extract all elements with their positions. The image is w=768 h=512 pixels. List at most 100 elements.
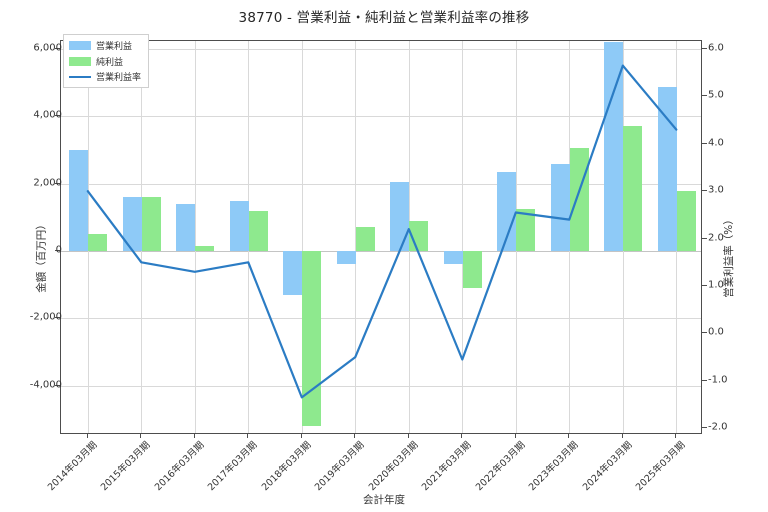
operating-margin-line — [86, 64, 678, 399]
x-axis-tick-label: 2014年03月期 — [45, 439, 100, 494]
right-axis-tick-label: 0.0 — [708, 326, 724, 338]
tick-mark-right — [702, 48, 707, 49]
tick-mark-x — [568, 434, 570, 438]
bar-net-profit — [676, 191, 696, 251]
right-axis-tick-label: 4.0 — [708, 137, 724, 149]
tick-mark-x — [407, 434, 409, 438]
left-axis-title: 金額（百万円） — [35, 219, 48, 293]
tick-mark-right — [702, 427, 707, 429]
tick-mark-left — [55, 317, 60, 319]
right-axis-tick-label: 5.0 — [708, 89, 724, 101]
x-axis-tick-label: 2025年03月期 — [634, 439, 688, 494]
tick-mark-x — [300, 434, 302, 438]
plot-area — [60, 40, 702, 434]
right-axis-tick-label: 1.0 — [708, 279, 724, 291]
bar-net-profit — [355, 227, 375, 251]
x-axis-tick-label: 2024年03月期 — [580, 439, 635, 494]
tick-mark-x — [461, 434, 463, 438]
bar-operating-profit — [122, 197, 142, 251]
legend-item[interactable]: 営業利益 — [69, 39, 141, 52]
right-axis-tick-label: -1.0 — [708, 374, 728, 386]
tick-mark-left — [55, 250, 60, 251]
x-axis-tick-label: 2021年03月期 — [420, 439, 474, 494]
bar-net-profit — [195, 245, 215, 251]
chart-legend: 営業利益純利益営業利益率 — [63, 34, 150, 88]
tick-mark-right — [702, 237, 707, 239]
tick-mark-x — [86, 434, 88, 438]
gridline-horizontal — [61, 49, 701, 51]
legend-label: 純利益 — [96, 57, 124, 68]
left-axis-tick-label: -2,000 — [29, 311, 62, 323]
bar-operating-profit — [550, 164, 570, 251]
chart-title: 38770 - 営業利益・純利益と営業利益率の推移 — [238, 10, 530, 26]
x-axis-tick-label: 2015年03月期 — [99, 439, 153, 494]
bar-net-profit — [516, 208, 536, 251]
x-axis-tick-label: 2022年03月期 — [473, 439, 528, 494]
bar-net-profit — [88, 234, 108, 251]
bar-operating-profit — [69, 150, 89, 251]
bar-operating-profit — [336, 251, 356, 265]
tick-mark-right — [702, 332, 707, 334]
tick-mark-right — [702, 379, 707, 381]
x-axis-tick-label: 2023年03月期 — [527, 439, 581, 494]
bar-net-profit — [248, 210, 268, 251]
gridline-horizontal — [61, 251, 701, 252]
gridline-vertical — [301, 41, 303, 433]
bar-operating-profit — [176, 203, 196, 251]
tick-mark-x — [140, 434, 142, 438]
x-axis-tick-label: 2020年03月期 — [366, 439, 421, 494]
legend-swatch — [69, 76, 91, 78]
left-axis-tick-label: 2,000 — [33, 177, 62, 189]
tick-mark-x — [514, 434, 516, 438]
gridline-vertical — [462, 41, 464, 433]
bar-net-profit — [623, 126, 643, 251]
bar-operating-profit — [657, 86, 677, 251]
legend-swatch — [69, 41, 91, 50]
bar-operating-profit — [229, 200, 249, 251]
bar-net-profit — [302, 251, 322, 426]
line-series-layer — [86, 64, 678, 399]
tick-mark-x — [193, 434, 195, 438]
gridline-horizontal — [61, 183, 701, 185]
bar-operating-profit — [390, 182, 410, 251]
tick-mark-x — [675, 434, 677, 438]
x-axis-tick-label: 2018年03月期 — [259, 439, 314, 494]
right-axis-tick-label: 2.0 — [708, 232, 724, 244]
x-axis-tick-label: 2019年03月期 — [313, 439, 367, 494]
tick-mark-left — [55, 115, 60, 117]
bar-operating-profit — [497, 171, 517, 251]
tick-mark-right — [702, 190, 707, 192]
legend-label: 営業利益 — [96, 42, 133, 52]
bar-operating-profit — [283, 251, 303, 295]
tick-mark-x — [621, 434, 623, 438]
legend-item[interactable]: 純利益 — [69, 55, 141, 68]
legend-item[interactable]: 営業利益率 — [69, 70, 141, 83]
bar-operating-profit — [443, 251, 463, 265]
x-axis-tick-label: 2017年03月期 — [206, 439, 260, 494]
right-axis-tick-label: -2.0 — [708, 421, 728, 433]
bar-net-profit — [141, 197, 161, 251]
left-axis-tick-label: -4,000 — [29, 379, 62, 391]
left-axis-tick-label: 0 — [55, 244, 62, 256]
left-axis-tick-label: 6,000 — [33, 42, 62, 54]
gridline-horizontal — [61, 385, 701, 387]
tick-mark-x — [247, 434, 249, 438]
x-axis-title: 会計年度 — [363, 494, 405, 506]
right-axis-tick-label: 3.0 — [708, 184, 724, 196]
gridline-vertical — [194, 41, 196, 433]
tick-mark-right — [702, 285, 707, 286]
tick-mark-left — [55, 182, 60, 184]
tick-mark-left — [55, 48, 60, 50]
x-axis-tick-label: 2016年03月期 — [152, 439, 207, 494]
tick-mark-left — [55, 384, 60, 386]
right-axis-tick-label: 6.0 — [708, 42, 724, 54]
gridline-horizontal — [61, 318, 701, 320]
left-axis-tick-label: 4,000 — [33, 109, 62, 121]
bar-net-profit — [462, 251, 482, 288]
legend-label: 営業利益率 — [96, 73, 142, 83]
legend-swatch — [69, 56, 91, 66]
gridline-horizontal — [61, 116, 701, 118]
tick-mark-right — [702, 142, 707, 144]
tick-mark-right — [702, 95, 707, 97]
